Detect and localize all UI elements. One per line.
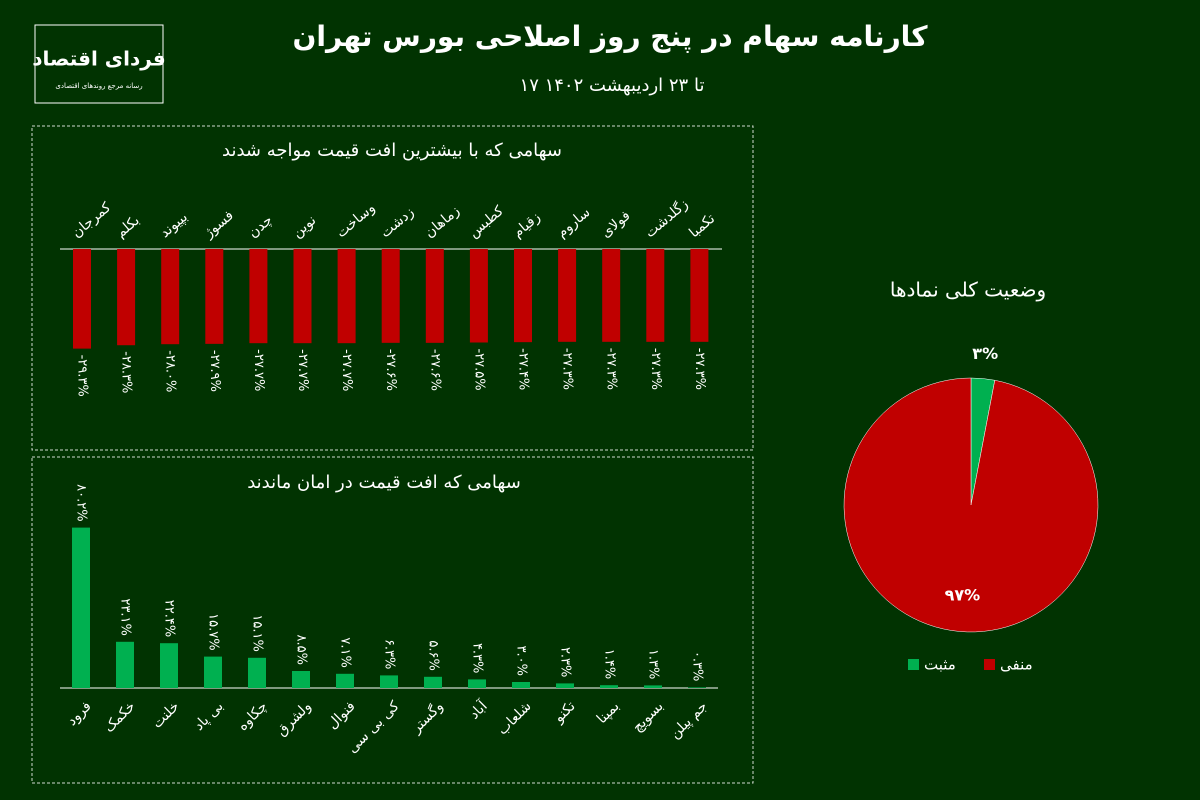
value-label: ۸.۵% bbox=[294, 635, 309, 665]
bar bbox=[293, 249, 312, 344]
value-label: ۱.۴% bbox=[602, 649, 617, 679]
value-label: -۲۷.۶% bbox=[427, 349, 442, 391]
bar bbox=[248, 657, 266, 688]
bar bbox=[292, 671, 310, 688]
bar bbox=[646, 249, 665, 342]
chart-title: سهامی که افت قیمت در امان ماندند bbox=[247, 472, 521, 493]
bar bbox=[72, 527, 90, 688]
legend-swatch bbox=[984, 659, 995, 670]
value-label: ۹۷% bbox=[945, 586, 981, 605]
value-label: ۸۰.۲% bbox=[74, 484, 89, 521]
value-label: ۰.۳% bbox=[690, 651, 705, 681]
bar bbox=[337, 249, 356, 344]
bar bbox=[558, 249, 577, 342]
panel-frame bbox=[31, 456, 754, 784]
bar bbox=[161, 249, 180, 345]
bar bbox=[205, 249, 224, 344]
bar bbox=[381, 249, 400, 343]
value-label: ۳.۰% bbox=[514, 646, 529, 676]
page-title: کارنامه سهام در پنج روز اصلاحی بورس تهرا… bbox=[293, 20, 929, 53]
value-label: ۲.۳% bbox=[558, 647, 573, 677]
bar bbox=[688, 687, 706, 688]
bar bbox=[249, 249, 268, 344]
value-label: -۲۸.۳% bbox=[119, 351, 134, 393]
bar bbox=[468, 679, 486, 688]
chart-title: وضعیت کلی نمادها bbox=[890, 278, 1046, 302]
bar bbox=[73, 249, 91, 349]
bar bbox=[116, 641, 134, 688]
value-label: ۴.۳% bbox=[470, 643, 485, 673]
value-label: ۲۲.۴% bbox=[162, 600, 177, 637]
bar bbox=[644, 685, 662, 688]
value-label: -۲۷.۶% bbox=[383, 349, 398, 391]
value-label: -۲۷.۹% bbox=[207, 350, 222, 392]
bar bbox=[160, 643, 178, 688]
bar bbox=[469, 249, 488, 343]
value-label: -۲۷.۷% bbox=[251, 349, 266, 391]
pie-slice bbox=[843, 377, 1099, 633]
bar bbox=[512, 682, 530, 688]
page-subtitle: ۱۷ تا ۲۳ اردیبهشت ۱۴۰۲ bbox=[520, 75, 705, 96]
bar bbox=[117, 249, 136, 346]
value-label: -۲۸.۰% bbox=[163, 350, 178, 392]
bar bbox=[425, 249, 444, 343]
bar bbox=[690, 249, 709, 342]
value-label: -۲۷.۵% bbox=[471, 349, 486, 391]
value-label: -۲۹.۳% bbox=[75, 355, 90, 397]
value-label: ۱.۳% bbox=[646, 649, 661, 679]
legend-label: منفی bbox=[1000, 656, 1033, 674]
value-label: -۲۷.۳% bbox=[560, 348, 575, 390]
logo-name: فردای اقتصاد bbox=[32, 47, 166, 71]
value-label: ۱۵.۷% bbox=[206, 613, 221, 650]
value-label: ۳% bbox=[972, 344, 998, 363]
bar bbox=[600, 685, 618, 688]
value-label: ۷.۱% bbox=[338, 637, 353, 667]
value-label: ۲۳.۱% bbox=[118, 598, 133, 635]
value-label: ۶.۳% bbox=[382, 639, 397, 669]
value-label: -۲۷.۳% bbox=[604, 348, 619, 390]
bar bbox=[556, 683, 574, 688]
bar bbox=[514, 249, 532, 343]
bar bbox=[204, 656, 222, 688]
value-label: -۲۷.۳% bbox=[648, 348, 663, 390]
value-label: ۱۵.۱% bbox=[250, 614, 265, 651]
value-label: ۵.۶% bbox=[426, 640, 441, 670]
value-label: -۲۷.۳% bbox=[692, 348, 707, 390]
value-label: -۲۷.۷% bbox=[295, 349, 310, 391]
legend-label: مثبت bbox=[924, 656, 956, 674]
logo-frame bbox=[34, 24, 164, 104]
value-label: -۲۷.۴% bbox=[516, 348, 531, 390]
logo-tagline: رسانه مرجع روندهای اقتصادی bbox=[55, 82, 142, 90]
bar bbox=[424, 676, 442, 688]
bar bbox=[602, 249, 621, 342]
chart-title: سهامی که با بیشترین افت قیمت مواجه شدند bbox=[222, 140, 562, 161]
panel-frame bbox=[31, 125, 754, 451]
bar bbox=[380, 675, 398, 688]
bar bbox=[336, 673, 354, 688]
value-label: -۲۷.۷% bbox=[339, 349, 354, 391]
legend-swatch bbox=[908, 659, 919, 670]
